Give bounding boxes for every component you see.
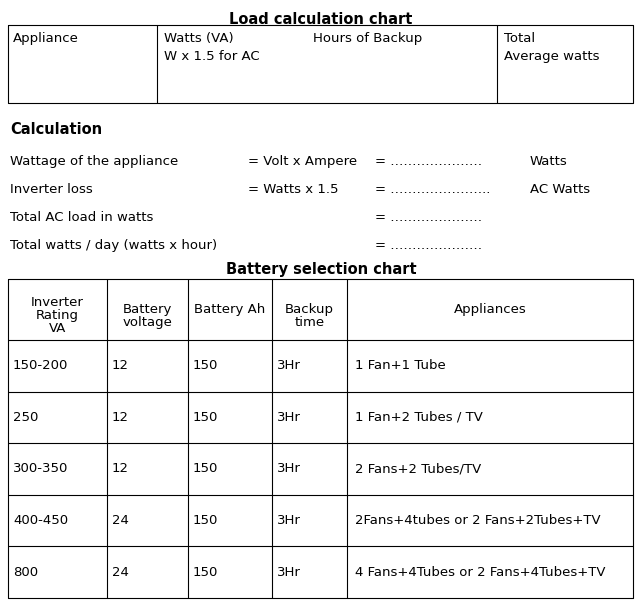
Text: 150: 150 — [193, 462, 219, 476]
Text: 24: 24 — [112, 565, 129, 579]
Text: 12: 12 — [112, 462, 129, 476]
Text: 3Hr: 3Hr — [277, 565, 301, 579]
Text: 1 Fan+1 Tube: 1 Fan+1 Tube — [355, 359, 445, 372]
Text: 3Hr: 3Hr — [277, 514, 301, 527]
Text: W x 1.5 for AC: W x 1.5 for AC — [164, 50, 260, 63]
Text: Total watts / day (watts x hour): Total watts / day (watts x hour) — [10, 239, 217, 252]
Text: = …………………..: = ………………….. — [375, 183, 490, 196]
Text: 250: 250 — [13, 411, 38, 424]
Text: Inverter: Inverter — [31, 296, 84, 310]
Text: Battery: Battery — [123, 303, 172, 316]
Text: Load calculation chart: Load calculation chart — [229, 12, 413, 27]
Text: 150: 150 — [193, 514, 219, 527]
Text: Inverter loss: Inverter loss — [10, 183, 93, 196]
Text: Watts (VA): Watts (VA) — [164, 32, 233, 45]
Text: 24: 24 — [112, 514, 129, 527]
Text: Appliance: Appliance — [13, 32, 79, 45]
Text: Hours of Backup: Hours of Backup — [313, 32, 422, 45]
Text: = …………………: = ………………… — [375, 239, 482, 252]
Text: 12: 12 — [112, 411, 129, 424]
Text: 1 Fan+2 Tubes / TV: 1 Fan+2 Tubes / TV — [355, 411, 483, 424]
Text: 3Hr: 3Hr — [277, 462, 301, 476]
Text: Battery Ah: Battery Ah — [194, 304, 265, 316]
Text: = …………………: = ………………… — [375, 155, 482, 168]
Text: 300-350: 300-350 — [13, 462, 69, 476]
Text: 12: 12 — [112, 359, 129, 372]
Text: 400-450: 400-450 — [13, 514, 68, 527]
Text: 150-200: 150-200 — [13, 359, 69, 372]
Text: Rating: Rating — [36, 310, 79, 322]
Text: = Volt x Ampere: = Volt x Ampere — [248, 155, 357, 168]
Text: Total: Total — [504, 32, 535, 45]
Text: 150: 150 — [193, 359, 219, 372]
Text: voltage: voltage — [122, 316, 172, 329]
Text: 4 Fans+4Tubes or 2 Fans+4Tubes+TV: 4 Fans+4Tubes or 2 Fans+4Tubes+TV — [355, 565, 606, 579]
Text: 150: 150 — [193, 411, 219, 424]
Text: Calculation: Calculation — [10, 122, 102, 137]
Text: time: time — [294, 316, 324, 329]
Text: = …………………: = ………………… — [375, 211, 482, 224]
Text: AC Watts: AC Watts — [530, 183, 590, 196]
Text: Average watts: Average watts — [504, 50, 599, 63]
Text: 2 Fans+2 Tubes/TV: 2 Fans+2 Tubes/TV — [355, 462, 481, 476]
Text: 150: 150 — [193, 565, 219, 579]
Text: Total AC load in watts: Total AC load in watts — [10, 211, 153, 224]
Text: VA: VA — [49, 322, 66, 336]
Text: 3Hr: 3Hr — [277, 359, 301, 372]
Text: 3Hr: 3Hr — [277, 411, 301, 424]
Text: Watts: Watts — [530, 155, 568, 168]
Text: = Watts x 1.5: = Watts x 1.5 — [248, 183, 338, 196]
Text: Appliances: Appliances — [454, 304, 526, 316]
Text: 2Fans+4tubes or 2 Fans+2Tubes+TV: 2Fans+4tubes or 2 Fans+2Tubes+TV — [355, 514, 601, 527]
Text: 800: 800 — [13, 565, 38, 579]
Text: Backup: Backup — [285, 303, 334, 316]
Text: Wattage of the appliance: Wattage of the appliance — [10, 155, 178, 168]
Text: Battery selection chart: Battery selection chart — [226, 262, 416, 277]
